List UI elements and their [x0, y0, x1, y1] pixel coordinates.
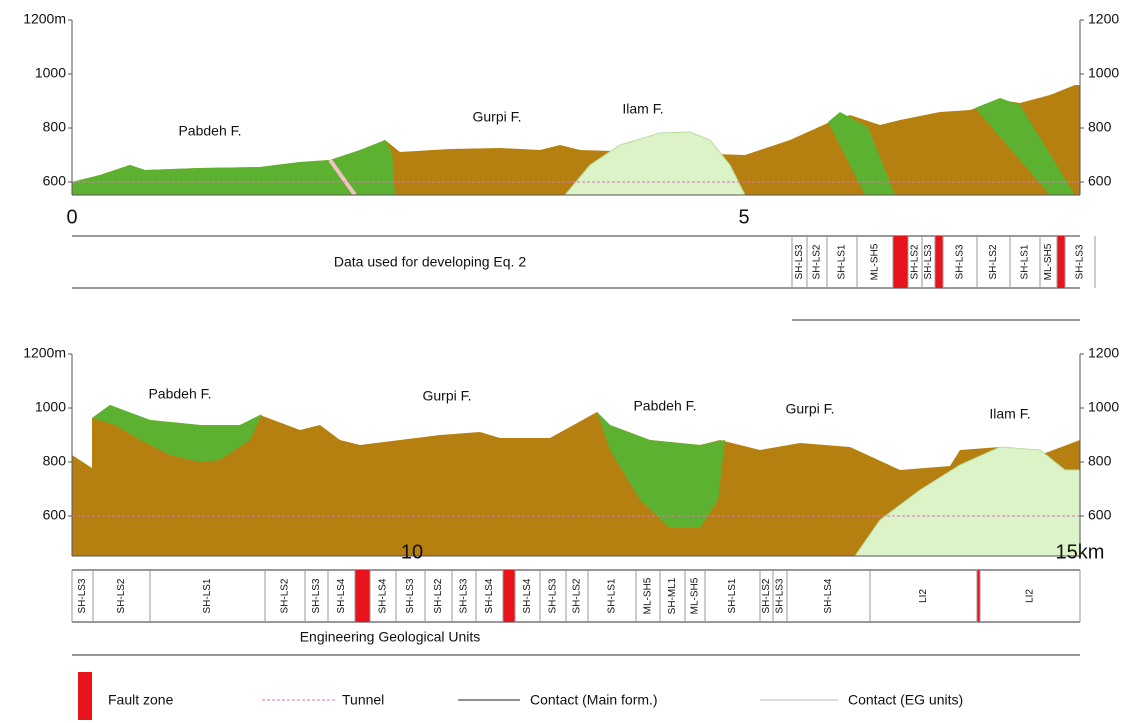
strip-title: Engineering Geological Units	[300, 629, 481, 645]
formation-label: Pabdeh F.	[633, 398, 696, 414]
unit-label: ML-SH5	[690, 577, 701, 614]
x-tick-label: 10	[401, 541, 423, 563]
unit-label: SH-LS3	[405, 578, 416, 613]
y-tick-label-right: 600	[1088, 507, 1112, 523]
unit-label: SH-LS2	[761, 578, 772, 613]
unit-label: SH-LS3	[1075, 244, 1086, 279]
unit-label: SH-LS1	[727, 578, 738, 613]
y-tick-label-right: 1000	[1088, 399, 1119, 415]
y-tick-label-right: 800	[1088, 119, 1112, 135]
formation-label: Gurpi F.	[472, 109, 521, 125]
unit-label: SH-LS3	[955, 244, 966, 279]
y-tick-label: 800	[43, 453, 67, 469]
unit-label: SH-LS3	[794, 244, 805, 279]
unit-label: SH-LS2	[910, 244, 921, 279]
unit-label: SH-LS4	[823, 578, 834, 613]
formation-label: Gurpi F.	[422, 388, 471, 404]
pabdeh-formation	[92, 405, 262, 462]
formation-label: Ilam F.	[989, 406, 1030, 422]
unit-label: SH-LS3	[459, 578, 470, 613]
unit-label: SH-LS1	[202, 578, 213, 613]
x-tick-label: 15km	[1056, 541, 1105, 563]
unit-label: SH-LS3	[923, 244, 934, 279]
unit-label: SH-ML1	[667, 577, 678, 614]
unit-label: SH-LS3	[775, 578, 786, 613]
y-tick-label: 1200m	[23, 11, 66, 27]
ilam-formation	[563, 131, 746, 196]
unit-label: ML-SH5	[1043, 243, 1054, 280]
pabdeh-formation	[72, 140, 395, 195]
unit-label: ML-SH5	[643, 577, 654, 614]
pabdeh-band	[828, 112, 895, 195]
legend-label: Fault zone	[108, 692, 174, 708]
unit-label: SH-LS1	[1020, 244, 1031, 279]
pabdeh-band	[975, 98, 1075, 195]
unit-label: SH-LS1	[607, 578, 618, 613]
unit-label: SH-LS1	[837, 244, 848, 279]
formation-label: Gurpi F.	[785, 401, 834, 417]
unit-label: SH-LS2	[280, 578, 291, 613]
unit-label: SH-LS2	[116, 578, 127, 613]
unit-label: LI2	[1025, 589, 1036, 603]
y-tick-label-right: 1200	[1088, 11, 1119, 27]
legend-label: Contact (EG units)	[848, 692, 963, 708]
y-tick-label-right: 1000	[1088, 65, 1119, 81]
fault-zone	[355, 570, 370, 622]
fault-zone	[1057, 236, 1065, 288]
unit-label: SH-LS4	[336, 578, 347, 613]
unit-label: SH-LS4	[378, 578, 389, 613]
unit-label: SH-LS2	[433, 578, 444, 613]
gurpi-formation	[72, 405, 1080, 556]
y-tick-label: 800	[43, 119, 67, 135]
unit-label: SH-LS3	[548, 578, 559, 613]
y-tick-label-right: 800	[1088, 453, 1112, 469]
y-tick-label: 1200m	[23, 345, 66, 361]
unit-label: SH-LS3	[77, 578, 88, 613]
fault-zone	[977, 570, 980, 622]
unit-label: SH-LS4	[484, 578, 495, 613]
fault-zone	[503, 570, 515, 622]
unit-label: SH-LS3	[311, 578, 322, 613]
formation-label: Pabdeh F.	[148, 386, 211, 402]
y-tick-label-right: 600	[1088, 173, 1112, 189]
legend-label: Contact (Main form.)	[530, 692, 658, 708]
fault-zone	[893, 236, 908, 288]
formation-label: Ilam F.	[622, 101, 663, 117]
fault-zone	[935, 236, 943, 288]
x-tick-label: 0	[66, 206, 77, 228]
unit-label: LI2	[918, 589, 929, 603]
y-tick-label: 1000	[35, 399, 66, 415]
pabdeh-formation	[597, 412, 725, 528]
legend-fault	[78, 672, 92, 720]
strip-title: Data used for developing Eq. 2	[334, 254, 526, 270]
legend-label: Tunnel	[342, 692, 384, 708]
y-tick-label: 600	[43, 173, 67, 189]
x-tick-label: 5	[738, 206, 749, 228]
formation-label: Pabdeh F.	[178, 123, 241, 139]
unit-label: SH-LS2	[988, 244, 999, 279]
fault-trace	[328, 158, 357, 197]
unit-label: SH-LS2	[812, 244, 823, 279]
y-tick-label: 600	[43, 507, 67, 523]
y-tick-label: 1000	[35, 65, 66, 81]
y-tick-label-right: 1200	[1088, 345, 1119, 361]
unit-label: SH-LS2	[572, 578, 583, 613]
unit-label: SH-LS4	[522, 578, 533, 613]
unit-label: ML-SH5	[870, 243, 881, 280]
